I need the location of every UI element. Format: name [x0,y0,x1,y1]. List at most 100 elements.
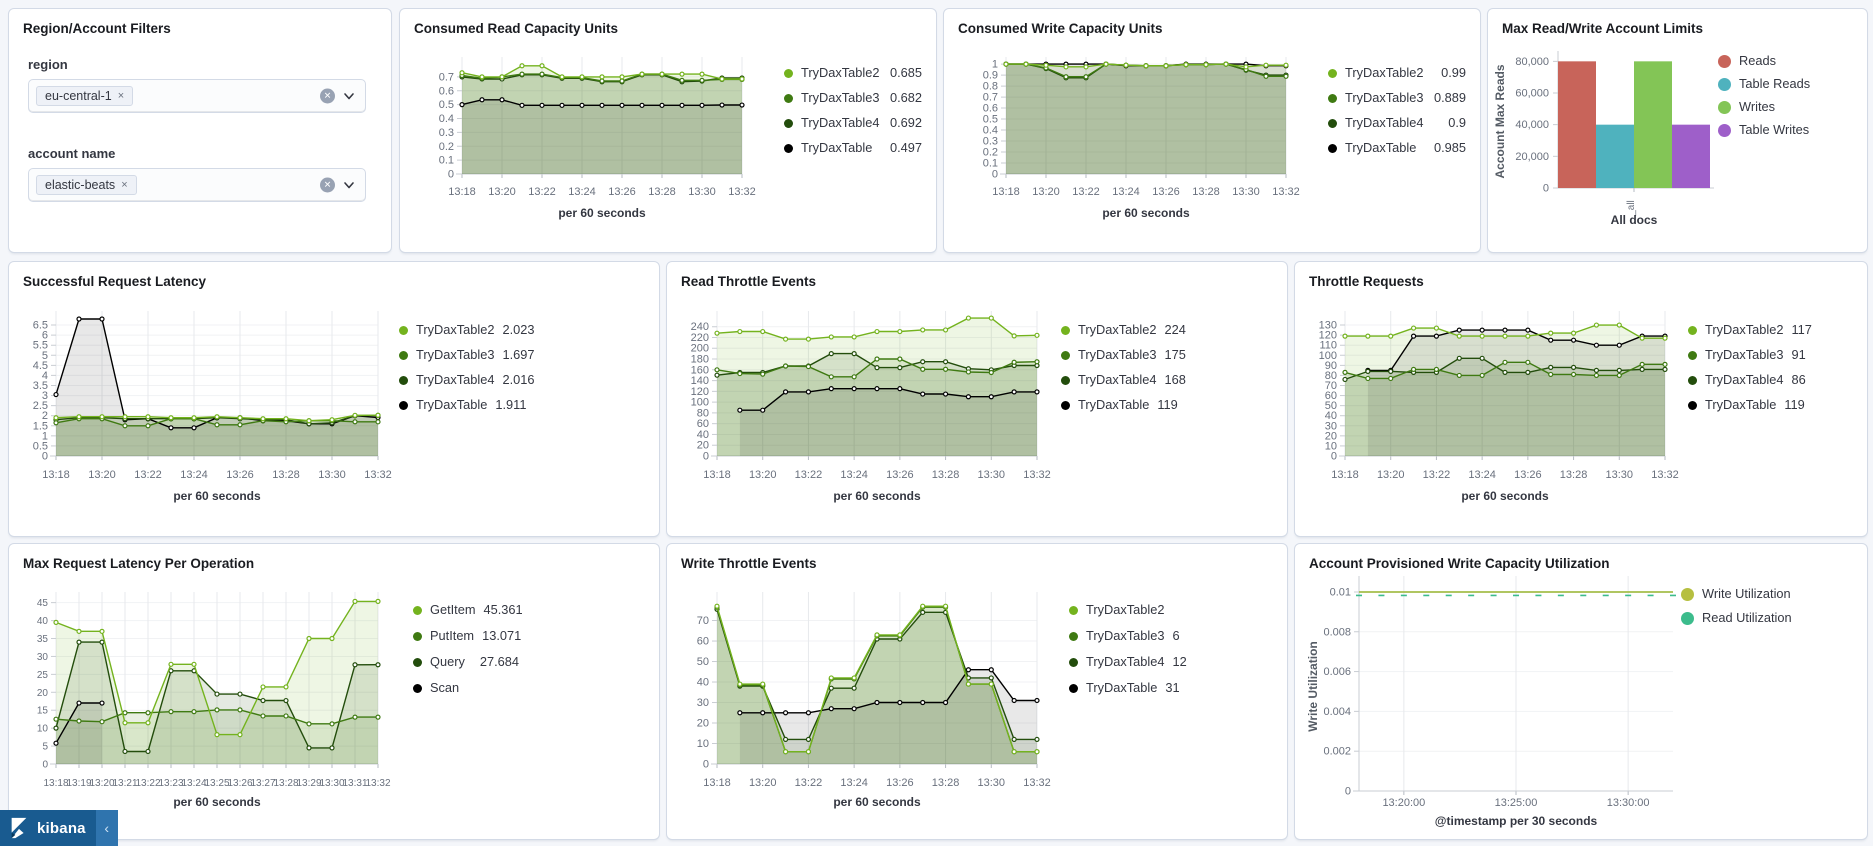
svg-text:160: 160 [691,364,709,376]
legend-item-trydaxtable3[interactable]: TryDaxTable3 0.682 [784,90,922,106]
svg-text:All docs: All docs [1611,213,1658,227]
legend-item-reads[interactable]: Reads [1718,53,1858,69]
legend-item-trydaxtable[interactable]: TryDaxTable 0.985 [1328,140,1466,156]
svg-text:13:20: 13:20 [89,778,114,789]
legend-item-trydaxtable4[interactable]: TryDaxTable4 0.692 [784,115,922,131]
legend-item-trydaxtable2[interactable]: TryDaxTable2 117 [1688,322,1812,338]
account-name-select[interactable]: elastic-beats × ✕ [28,168,366,202]
svg-text:0.5: 0.5 [33,440,48,452]
svg-text:0.7: 0.7 [439,71,454,83]
legend-item-trydaxtable4[interactable]: TryDaxTable4 2.016 [399,372,535,388]
account-utilization-chart[interactable]: 13:20:00 13:25:00 13:30:00 0 0.002 0.004 0.006… [1295,544,1867,839]
legend-item-trydaxtable3[interactable]: TryDaxTable3 175 [1061,347,1186,363]
legend-value: 0.985 [1433,140,1466,155]
svg-text:40: 40 [37,616,49,627]
legend-item-trydaxtable2[interactable]: TryDaxTable2 [1069,602,1171,618]
request-latency-chart[interactable]: 13:18 13:20 13:22 13:24 13:26 13:28 13:30 13:32… [9,262,659,536]
account-pill[interactable]: elastic-beats × [36,175,137,195]
legend-item-trydaxtable4[interactable]: TryDaxTable4 12 [1069,654,1187,670]
legend-value: 175 [1164,347,1186,362]
panel-title: Max Read/Write Account Limits [1502,21,1704,36]
region-pill[interactable]: eu-central-1 × [36,86,134,106]
svg-text:13:26: 13:26 [886,469,914,481]
max-limits-chart[interactable]: 0 20,000 40,000 60,000 80,000 _all All docs Acc… [1488,9,1867,252]
svg-text:13:28: 13:28 [272,469,300,481]
legend-item-getitem[interactable]: GetItem 45.361 [413,602,523,618]
legend-item-trydaxtable4[interactable]: TryDaxTable4 168 [1061,372,1186,388]
legend-dot [1328,118,1337,128]
legend-value: 12 [1172,654,1187,669]
legend-item-writes[interactable]: Writes [1718,99,1858,115]
svg-text:0: 0 [1543,183,1549,195]
svg-text:70: 70 [697,615,709,627]
remove-icon[interactable]: × [117,90,125,102]
svg-text:0.01: 0.01 [1330,586,1351,598]
legend-item-trydaxtable[interactable]: TryDaxTable 1.911 [399,397,526,413]
legend-item-trydaxtable4[interactable]: TryDaxTable4 0.9 [1328,115,1466,131]
svg-text:3: 3 [42,390,48,402]
legend-value: 6 [1172,628,1180,643]
panel-successful-request-latency: Successful Request Latency 13:18 13:20 13:… [8,261,660,537]
legend-item-query[interactable]: Query 27.684 [413,654,519,670]
consumed-write-chart[interactable]: 13:18 13:20 13:22 13:24 13:26 13:28 13:30 13:32… [944,9,1480,252]
legend-item-trydaxtable[interactable]: TryDaxTable 119 [1688,397,1805,413]
svg-text:180: 180 [691,354,709,366]
legend-label: TryDaxTable2 [416,322,495,337]
write-throttle-chart[interactable]: 13:18 13:20 13:22 13:24 13:26 13:28 13:30 13:32… [667,544,1287,839]
svg-text:13:22: 13:22 [795,469,823,481]
chevron-down-icon[interactable] [342,178,356,192]
panel-max-request-latency-per-operation: Max Request Latency Per Operation 13:18 1… [8,543,660,840]
legend-item-trydaxtable2[interactable]: TryDaxTable2 224 [1061,322,1186,338]
legend-item-trydaxtable4[interactable]: TryDaxTable4 86 [1688,372,1806,388]
svg-text:_all: _all [1626,200,1637,217]
svg-text:13:28: 13:28 [1560,469,1588,481]
svg-text:13:26: 13:26 [227,778,252,789]
collapse-nav-icon[interactable]: ‹ [95,810,118,846]
legend-label: Reads [1739,53,1776,68]
throttle-requests-chart[interactable]: 13:18 13:20 13:22 13:24 13:26 13:28 13:30 13:32… [1295,262,1867,536]
kibana-logo-button[interactable]: kibana [0,810,96,846]
legend-item-trydaxtable2[interactable]: TryDaxTable2 0.685 [784,65,922,81]
legend-item-trydaxtable3[interactable]: TryDaxTable3 1.697 [399,347,535,363]
legend-item-read-utilization[interactable]: Read Utilization [1681,610,1853,626]
legend-item-table-reads[interactable]: Table Reads [1718,76,1858,92]
legend-item-trydaxtable2[interactable]: TryDaxTable2 0.99 [1328,65,1466,81]
chart-canvas: 13:20:00 13:25:00 13:30:00 0 0.002 0.004 0.006… [1306,576,1676,828]
legend-label: TryDaxTable4 [1078,372,1157,387]
svg-text:13:31: 13:31 [342,778,367,789]
legend-item-trydaxtable3[interactable]: TryDaxTable3 0.889 [1328,90,1466,106]
svg-text:80: 80 [697,407,709,419]
legend-item-trydaxtable2[interactable]: TryDaxTable2 2.023 [399,322,535,338]
panel-title: Account Provisioned Write Capacity Utili… [1309,556,1610,571]
legend-dot [1069,631,1078,641]
legend-item-write-utilization[interactable]: Write Utilization [1681,586,1853,602]
panel-title: Read Throttle Events [681,274,817,289]
clear-icon[interactable]: ✕ [320,177,335,193]
legend-item-trydaxtable[interactable]: TryDaxTable 31 [1069,680,1180,696]
svg-text:13:18: 13:18 [43,778,68,789]
svg-text:13:24: 13:24 [568,186,596,198]
max-request-latency-chart[interactable]: 13:18 13:19 13:20 13:21 13:22 13:23 13:24 13:25… [9,544,659,839]
legend-item-trydaxtable[interactable]: TryDaxTable 119 [1061,397,1178,413]
remove-icon[interactable]: × [121,179,128,191]
chart-canvas: 13:18 13:20 13:22 13:24 13:26 13:28 13:30 13:32… [33,311,392,503]
legend-item-trydaxtable3[interactable]: TryDaxTable3 91 [1688,347,1806,363]
svg-text:15: 15 [37,706,49,717]
region-select[interactable]: eu-central-1 × ✕ [28,79,366,113]
legend-item-trydaxtable[interactable]: TryDaxTable 0.497 [784,140,922,156]
legend-label: TryDaxTable4 [1086,654,1165,669]
legend-item-scan[interactable]: Scan [413,680,519,696]
legend-item-table-writes[interactable]: Table Writes [1718,122,1858,138]
svg-text:0.004: 0.004 [1323,706,1351,718]
consumed-read-chart[interactable]: 13:18 13:20 13:22 13:24 13:26 13:28 13:30 13:32… [400,9,936,252]
legend-item-trydaxtable3[interactable]: TryDaxTable3 6 [1069,628,1180,644]
svg-text:13:32: 13:32 [1023,469,1051,481]
clear-icon[interactable]: ✕ [320,88,335,104]
panel-title: Max Request Latency Per Operation [23,556,255,571]
legend-dot [1688,400,1697,410]
legend-item-putitem[interactable]: PutItem 13.071 [413,628,521,644]
read-throttle-chart[interactable]: 13:18 13:20 13:22 13:24 13:26 13:28 13:30 13:32… [667,262,1287,536]
chevron-down-icon[interactable] [342,89,356,103]
kibana-logo-icon [8,817,30,839]
